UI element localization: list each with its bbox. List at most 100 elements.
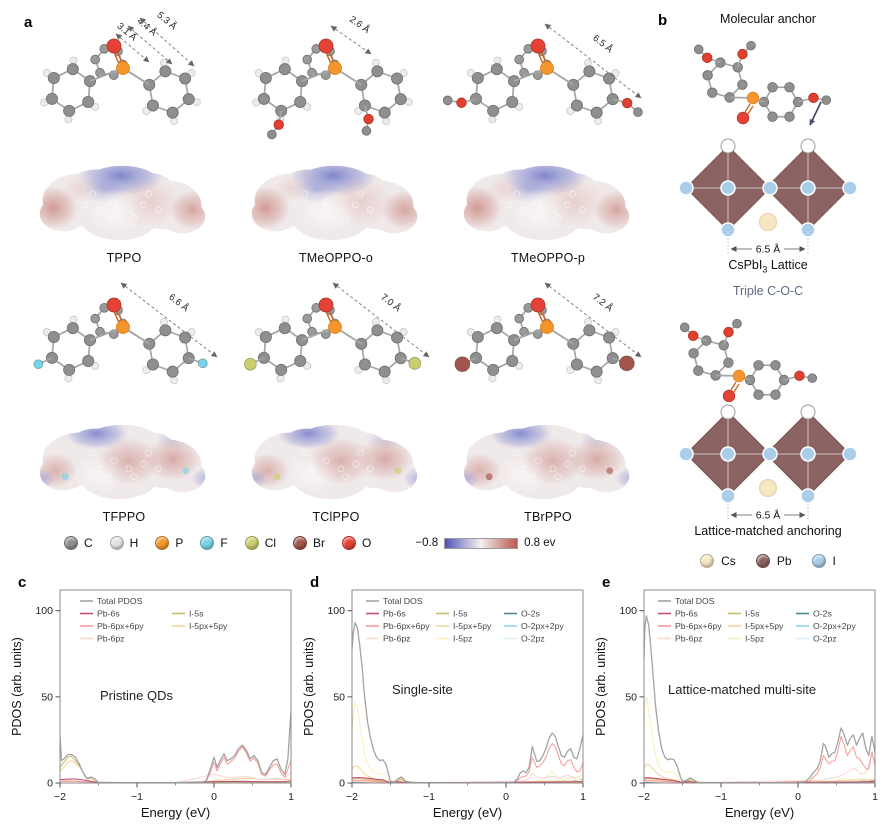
molecular-anchor-title: Molecular anchor	[720, 12, 816, 26]
esp-cloud	[39, 424, 206, 500]
atom-legend-item-Cl: Cl	[244, 536, 276, 550]
chart-legend: Total PDOS Pb-6s Pb-6px+6py Pb-6pz I-5s I-5px…	[80, 596, 228, 644]
molecule-name: TPPO	[106, 251, 142, 265]
panel-b-label: b	[658, 12, 668, 29]
lattice-caption-prefix: CsPbI	[728, 258, 763, 272]
iodine-atom	[720, 488, 736, 504]
svg-text:1: 1	[872, 791, 878, 803]
molecule-card: 3.1 Å 4.4 Å 5.3 Å TPPO	[18, 10, 230, 269]
svg-text:0: 0	[503, 791, 509, 803]
molecule-card: 7.2 Å TBrPPO	[442, 269, 654, 528]
legend-sphere-Pb	[755, 554, 770, 568]
chart-series-area	[352, 622, 583, 783]
panel-a-label: a	[24, 14, 33, 31]
panel-a: a 3.1 Å 4.4 Å 5.3 Å TPPO 2.6 Å TMeOPPO-o 6…	[0, 0, 650, 568]
legend-label-Pb-6pz: Pb-6pz	[675, 634, 703, 644]
chart-annotation: Pristine QDs	[100, 688, 173, 703]
anchor-site	[800, 138, 816, 154]
legend-label-I-5px+5py: I-5px+5py	[745, 621, 784, 631]
molecule-structure: 3.1 Å4.4 Å5.3 Å	[39, 10, 201, 126]
pdos-chart-pristine: −2 −1 0 1 0 50 100 Energy (eV) PDOS (arb. units)…	[10, 589, 294, 820]
atom-sphere-C	[64, 536, 78, 550]
iodine-atom	[800, 222, 816, 238]
chart-panel-d: d −2 −1 0 1 0 50 100 Energy (eV) PDOS (arb. unit…	[300, 570, 592, 830]
esp-surface	[463, 424, 630, 500]
esp-surface	[463, 165, 630, 241]
svg-text:100: 100	[327, 605, 345, 617]
y-axis-label: PDOS (arb. units)	[10, 637, 24, 736]
legend-symbol: Pb	[776, 554, 792, 568]
molecule-TPPO	[39, 38, 201, 126]
panel-d-label: d	[310, 574, 320, 591]
molecule-card: 6.5 Å TMeOPPO-p	[442, 10, 654, 269]
legend-label-Pb-6px+6py: Pb-6px+6py	[97, 621, 144, 631]
esp-surface	[251, 165, 418, 241]
molecule-name: TMeOPPO-o	[298, 251, 374, 265]
legend-label-O-2px+2py: O-2px+2py	[521, 621, 564, 631]
iodine-atom	[720, 222, 736, 238]
atom-symbol: Br	[313, 536, 326, 550]
legend-label-Pb-6px+6py: Pb-6px+6py	[383, 621, 430, 631]
legend-sphere-Cs	[700, 554, 715, 568]
iodine-atom	[720, 446, 736, 462]
series-Pb-6px+6py	[644, 735, 875, 783]
molecule-grid: 3.1 Å 4.4 Å 5.3 Å TPPO 2.6 Å TMeOPPO-o 6.5…	[18, 10, 650, 528]
iodine-atom	[800, 488, 816, 504]
atom-sphere-O	[342, 536, 357, 550]
esp-colorbar: −0.8 0.8 ev	[415, 537, 555, 549]
anchor-molecule-structure	[693, 40, 832, 125]
cesium-atom	[759, 213, 777, 231]
panel-c-label: c	[18, 574, 27, 591]
series-Total DOS	[644, 615, 875, 783]
pdos-chart-single-site: −2 −1 0 1 0 50 100 Energy (eV) PDOS (arb. units)…	[302, 589, 586, 820]
anchor-site	[720, 404, 736, 420]
legend-label-Pb-6pz: Pb-6pz	[97, 634, 125, 644]
lattice-legend: Cs Pb I	[700, 554, 836, 568]
chart-legend: Total DOS Pb-6s Pb-6px+6py Pb-6pz I-5s I-5px+…	[658, 596, 856, 644]
chart-axes: −2 −1 0 1 0 50 100	[35, 605, 294, 803]
anchor-site	[720, 138, 736, 154]
molecule-card: 6.6 Å TFPPO	[18, 269, 230, 528]
x-axis-label: Energy (eV)	[141, 805, 210, 820]
legend-label-Pb-6s: Pb-6s	[383, 609, 406, 619]
legend-symbol: I	[832, 554, 836, 568]
anchor-molecule-structure	[679, 318, 818, 402]
legend-label-O-2s: O-2s	[813, 609, 832, 619]
svg-text:0: 0	[211, 791, 217, 803]
svg-text:−2: −2	[54, 791, 66, 803]
svg-text:100: 100	[35, 605, 53, 617]
svg-text:1: 1	[288, 791, 294, 803]
legend-symbol: Cs	[721, 554, 736, 568]
iodine-atom	[762, 180, 778, 196]
atom-symbol: O	[362, 536, 372, 550]
chart-axes: −2 −1 0 1 0 50 100	[327, 605, 586, 803]
molecule-card: 2.6 Å TMeOPPO-o	[230, 10, 442, 269]
lattice-structure: 6.5 Å	[678, 404, 858, 522]
x-axis-label: Energy (eV)	[725, 805, 794, 820]
iodine-atom	[800, 446, 816, 462]
distance-annotation: 7.0 Å	[332, 282, 429, 358]
iodine-atom	[842, 446, 858, 462]
svg-text:100: 100	[619, 605, 637, 617]
svg-text:1: 1	[580, 791, 586, 803]
molecule-structure: 7.0 Å	[243, 282, 429, 385]
distance-annotation: 6.6 Å	[120, 282, 217, 358]
chart-panel-e: e −2 −1 0 1 0 50 100 Energy (eV) PDOS (arb. unit…	[592, 570, 884, 830]
legend-label-Pb-6s: Pb-6s	[675, 609, 698, 619]
chart-frame	[59, 589, 292, 784]
atom-symbol: F	[220, 536, 228, 550]
cesium-atom	[759, 479, 777, 497]
anchoring-caption: Lattice-matched anchoring	[694, 524, 842, 538]
atom-symbol: C	[84, 536, 93, 550]
chart-annotation: Single-site	[392, 682, 453, 697]
series-Pb-6px+6py	[60, 746, 291, 783]
anchored-molecule	[679, 318, 818, 402]
atom-legend-item-O: O	[342, 536, 371, 550]
lattice-caption: CsPbI3 Lattice	[728, 258, 807, 275]
panel-e-label: e	[602, 574, 611, 591]
svg-text:0: 0	[47, 778, 53, 790]
triple-coc-title: Triple C-O-C	[732, 284, 804, 298]
svg-text:6.6 Å: 6.6 Å	[166, 292, 191, 315]
legend-label-O-2s: O-2s	[521, 609, 540, 619]
